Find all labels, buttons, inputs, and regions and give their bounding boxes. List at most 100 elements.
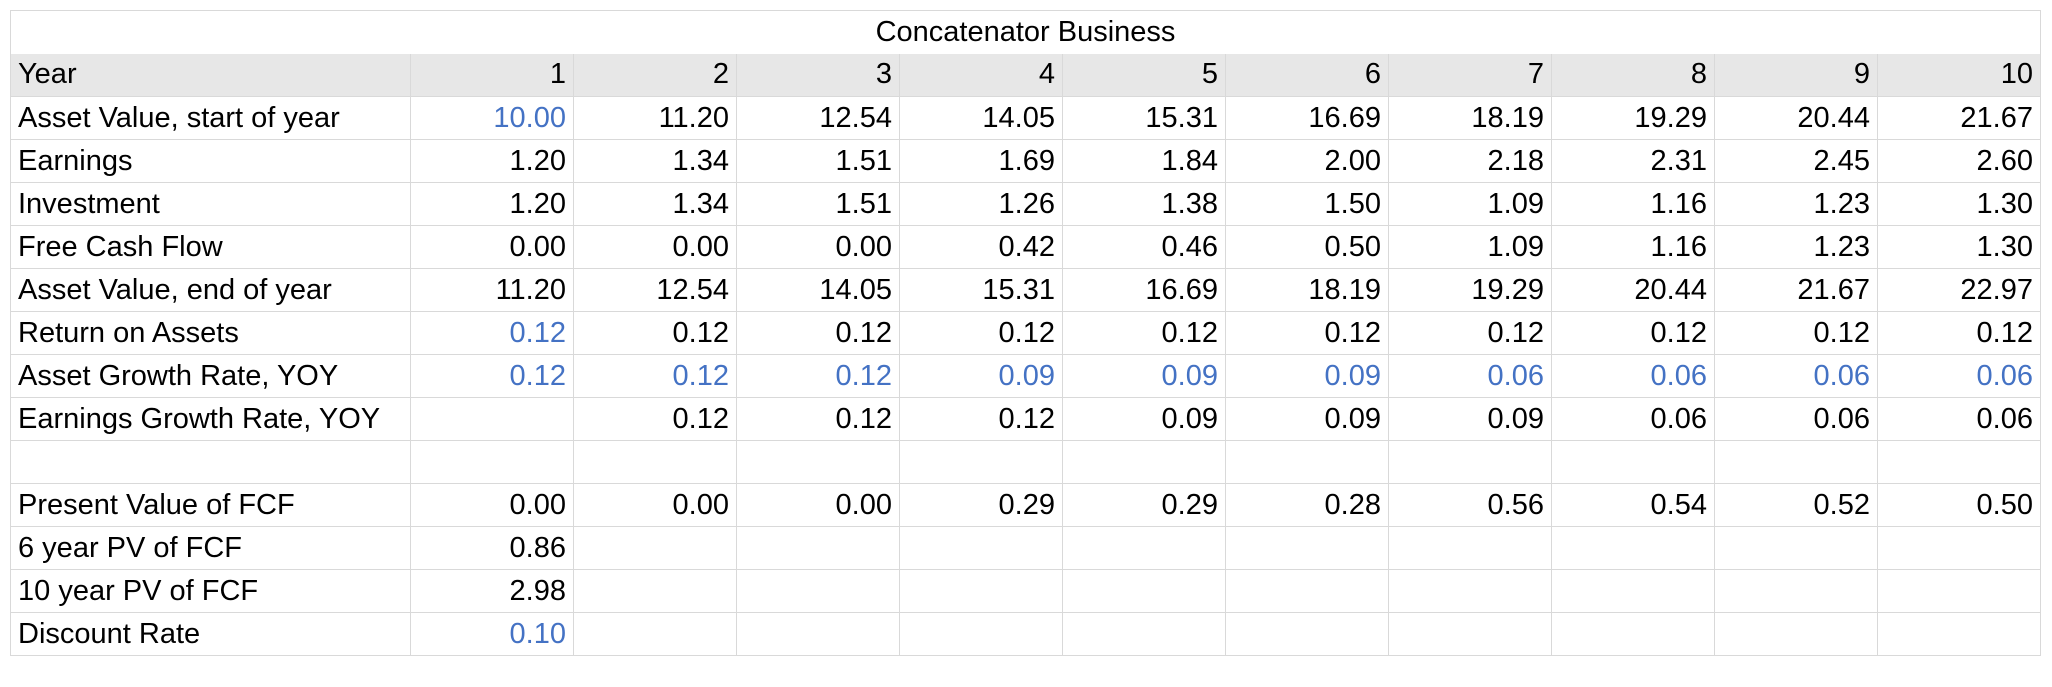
value-cell[interactable]: 0.50 xyxy=(1225,225,1389,269)
header-year-cell[interactable]: 9 xyxy=(1714,53,1878,97)
value-cell[interactable]: 1.84 xyxy=(1062,139,1226,183)
header-year-cell[interactable]: 5 xyxy=(1062,53,1226,97)
value-cell[interactable] xyxy=(1062,526,1226,570)
header-year-cell[interactable]: 7 xyxy=(1388,53,1552,97)
value-cell[interactable]: 1.16 xyxy=(1551,182,1715,226)
value-cell[interactable]: 1.23 xyxy=(1714,182,1878,226)
value-cell[interactable] xyxy=(1225,612,1389,656)
value-cell[interactable] xyxy=(899,612,1063,656)
value-cell[interactable] xyxy=(1225,569,1389,613)
row-label-cell[interactable]: 6 year PV of FCF xyxy=(10,526,411,570)
value-cell[interactable] xyxy=(1551,612,1715,656)
value-cell[interactable]: 1.30 xyxy=(1877,225,2041,269)
value-cell[interactable]: 0.06 xyxy=(1714,354,1878,398)
value-cell[interactable]: 0.06 xyxy=(1714,397,1878,441)
value-cell[interactable] xyxy=(410,440,574,484)
value-cell[interactable]: 0.52 xyxy=(1714,483,1878,527)
value-cell[interactable] xyxy=(1714,612,1878,656)
value-cell[interactable] xyxy=(1877,569,2041,613)
header-year-cell[interactable]: 2 xyxy=(573,53,737,97)
value-cell[interactable]: 1.30 xyxy=(1877,182,2041,226)
value-cell[interactable] xyxy=(573,569,737,613)
value-cell[interactable]: 2.98 xyxy=(410,569,574,613)
value-cell[interactable]: 0.12 xyxy=(573,354,737,398)
value-cell[interactable] xyxy=(1062,440,1226,484)
value-cell[interactable]: 0.06 xyxy=(1877,397,2041,441)
value-cell[interactable]: 20.44 xyxy=(1714,96,1878,140)
value-cell[interactable] xyxy=(736,569,900,613)
value-cell[interactable]: 12.54 xyxy=(573,268,737,312)
value-cell[interactable]: 0.12 xyxy=(736,311,900,355)
value-cell[interactable] xyxy=(1062,569,1226,613)
value-cell[interactable]: 1.26 xyxy=(899,182,1063,226)
value-cell[interactable]: 0.12 xyxy=(736,397,900,441)
row-label-cell[interactable]: Return on Assets xyxy=(10,311,411,355)
value-cell[interactable]: 2.18 xyxy=(1388,139,1552,183)
row-label-cell[interactable]: 10 year PV of FCF xyxy=(10,569,411,613)
value-cell[interactable]: 0.09 xyxy=(1388,397,1552,441)
value-cell[interactable]: 0.12 xyxy=(1388,311,1552,355)
value-cell[interactable] xyxy=(1714,569,1878,613)
value-cell[interactable]: 0.00 xyxy=(410,483,574,527)
value-cell[interactable]: 22.97 xyxy=(1877,268,2041,312)
value-cell[interactable]: 11.20 xyxy=(410,268,574,312)
value-cell[interactable]: 0.42 xyxy=(899,225,1063,269)
value-cell[interactable]: 1.51 xyxy=(736,182,900,226)
value-cell[interactable] xyxy=(736,612,900,656)
value-cell[interactable]: 21.67 xyxy=(1714,268,1878,312)
value-cell[interactable]: 0.12 xyxy=(736,354,900,398)
value-cell[interactable]: 1.50 xyxy=(1225,182,1389,226)
value-cell[interactable]: 0.86 xyxy=(410,526,574,570)
value-cell[interactable]: 0.12 xyxy=(1062,311,1226,355)
value-cell[interactable]: 12.54 xyxy=(736,96,900,140)
value-cell[interactable]: 0.09 xyxy=(899,354,1063,398)
value-cell[interactable] xyxy=(1551,440,1715,484)
value-cell[interactable]: 0.06 xyxy=(1877,354,2041,398)
value-cell[interactable]: 1.16 xyxy=(1551,225,1715,269)
row-label-cell[interactable] xyxy=(10,440,411,484)
value-cell[interactable]: 14.05 xyxy=(736,268,900,312)
value-cell[interactable] xyxy=(1225,526,1389,570)
value-cell[interactable]: 0.12 xyxy=(899,311,1063,355)
value-cell[interactable]: 1.34 xyxy=(573,139,737,183)
value-cell[interactable] xyxy=(1551,526,1715,570)
value-cell[interactable] xyxy=(573,440,737,484)
value-cell[interactable] xyxy=(1062,612,1226,656)
value-cell[interactable]: 0.12 xyxy=(1714,311,1878,355)
value-cell[interactable]: 0.12 xyxy=(573,397,737,441)
value-cell[interactable] xyxy=(1388,612,1552,656)
row-label-cell[interactable]: Asset Value, start of year xyxy=(10,96,411,140)
value-cell[interactable]: 0.29 xyxy=(1062,483,1226,527)
value-cell[interactable]: 0.54 xyxy=(1551,483,1715,527)
value-cell[interactable]: 2.00 xyxy=(1225,139,1389,183)
value-cell[interactable]: 15.31 xyxy=(1062,96,1226,140)
value-cell[interactable]: 0.12 xyxy=(410,311,574,355)
value-cell[interactable] xyxy=(736,440,900,484)
header-year-cell[interactable]: 3 xyxy=(736,53,900,97)
value-cell[interactable]: 0.00 xyxy=(573,225,737,269)
value-cell[interactable]: 0.00 xyxy=(736,483,900,527)
value-cell[interactable]: 0.56 xyxy=(1388,483,1552,527)
value-cell[interactable]: 18.19 xyxy=(1388,96,1552,140)
row-label-cell[interactable]: Present Value of FCF xyxy=(10,483,411,527)
header-year-cell[interactable]: 4 xyxy=(899,53,1063,97)
value-cell[interactable] xyxy=(1388,569,1552,613)
row-label-cell[interactable]: Earnings xyxy=(10,139,411,183)
value-cell[interactable]: 0.00 xyxy=(736,225,900,269)
row-label-cell[interactable]: Investment xyxy=(10,182,411,226)
value-cell[interactable] xyxy=(573,526,737,570)
value-cell[interactable] xyxy=(899,569,1063,613)
value-cell[interactable]: 1.51 xyxy=(736,139,900,183)
value-cell[interactable]: 0.09 xyxy=(1062,354,1226,398)
value-cell[interactable]: 0.50 xyxy=(1877,483,2041,527)
value-cell[interactable]: 0.09 xyxy=(1062,397,1226,441)
value-cell[interactable] xyxy=(899,526,1063,570)
value-cell[interactable]: 0.28 xyxy=(1225,483,1389,527)
value-cell[interactable]: 19.29 xyxy=(1551,96,1715,140)
value-cell[interactable]: 19.29 xyxy=(1388,268,1552,312)
value-cell[interactable] xyxy=(1877,612,2041,656)
value-cell[interactable]: 20.44 xyxy=(1551,268,1715,312)
value-cell[interactable]: 14.05 xyxy=(899,96,1063,140)
row-label-cell[interactable]: Discount Rate xyxy=(10,612,411,656)
value-cell[interactable]: 1.38 xyxy=(1062,182,1226,226)
